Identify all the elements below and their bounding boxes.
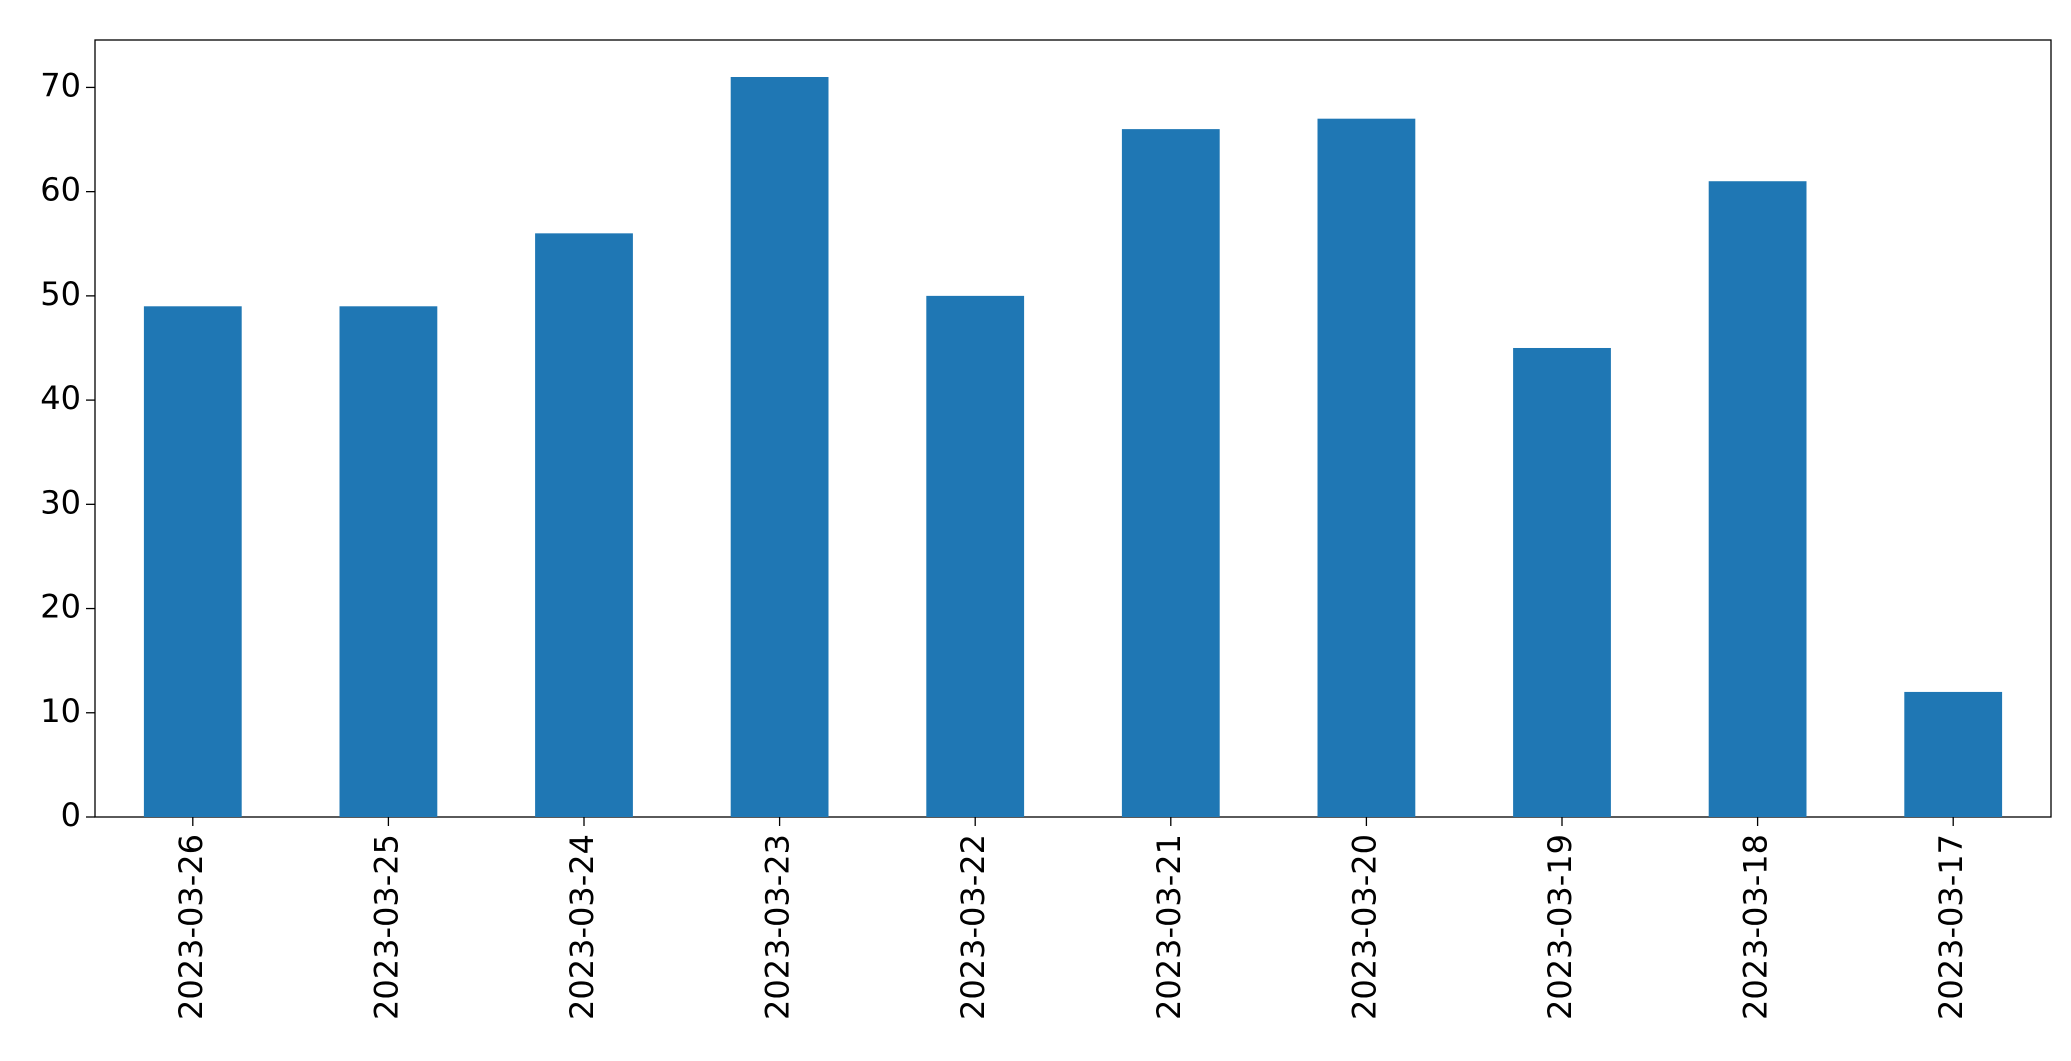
bar	[926, 295, 1025, 817]
bar	[730, 77, 829, 817]
bar	[1121, 129, 1220, 817]
y-tick-label: 0	[61, 796, 81, 834]
bar	[1904, 691, 2003, 817]
x-tick-label: 2023-03-20	[1345, 834, 1383, 1020]
x-tick-label: 2023-03-17	[1932, 834, 1970, 1020]
y-tick-label: 30	[40, 483, 81, 521]
plot-frame	[94, 39, 2052, 818]
x-tick-label: 2023-03-25	[367, 834, 405, 1020]
x-tick-label: 2023-03-26	[172, 834, 210, 1020]
y-tick-label: 60	[40, 171, 81, 209]
x-tick-label: 2023-03-22	[954, 834, 992, 1020]
x-tick-label: 2023-03-23	[759, 834, 797, 1020]
y-tick-label: 20	[40, 588, 81, 626]
bar	[1513, 347, 1611, 817]
bar	[1317, 118, 1416, 818]
y-tick-label: 70	[40, 66, 81, 104]
y-tick-label: 10	[40, 692, 81, 730]
bar	[143, 306, 242, 817]
y-tick-label: 40	[40, 379, 81, 417]
bar	[1708, 181, 1807, 818]
x-tick-label: 2023-03-18	[1737, 834, 1775, 1020]
bar	[339, 306, 438, 817]
x-tick-label: 2023-03-21	[1150, 834, 1188, 1020]
x-tick-label: 2023-03-24	[563, 834, 601, 1020]
y-tick-label: 50	[40, 275, 81, 313]
x-tick-label: 2023-03-19	[1541, 834, 1579, 1020]
bar	[535, 233, 633, 818]
